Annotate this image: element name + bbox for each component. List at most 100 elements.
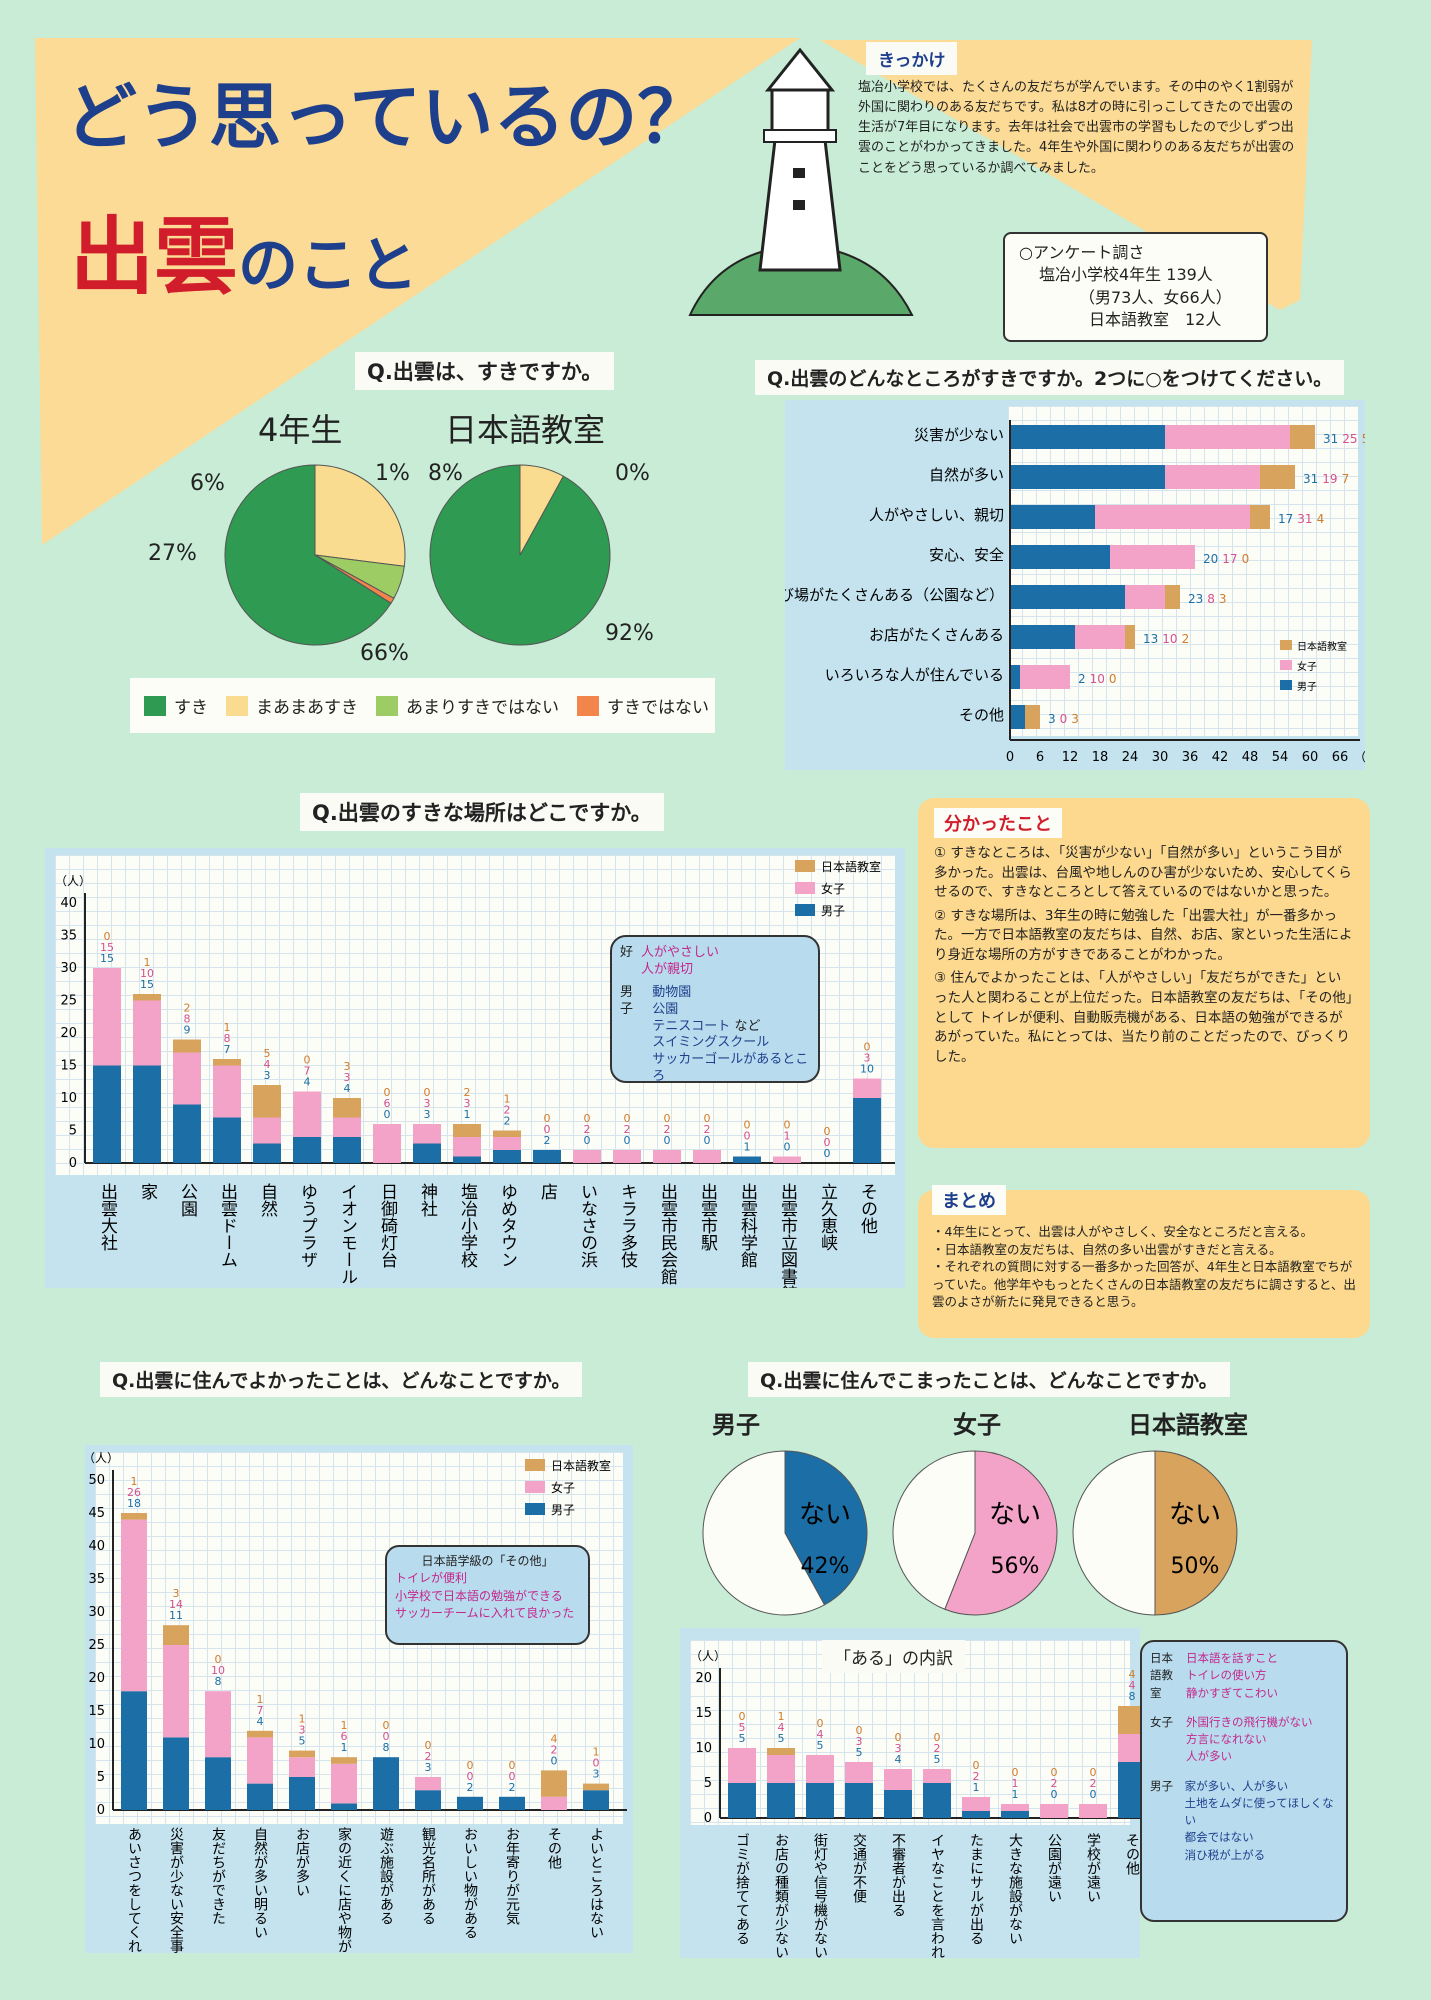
q2-tick: 54 <box>1272 750 1289 765</box>
bar-女子 <box>613 1150 641 1163</box>
q2-bar-日本語教室 <box>1260 465 1295 489</box>
bar-value-label: 4 <box>344 1082 351 1095</box>
category-label: いなさの浜 <box>577 1183 598 1268</box>
wakatta-p1: ① すきなところは、「災害が少ない」「自然が多い」というこう目が多かった。出雲は… <box>934 845 1352 901</box>
q3-bubble-l3: 動物園 <box>652 984 692 1000</box>
bar-value-label: 3 <box>424 1097 431 1110</box>
y-tick: 5 <box>69 1124 77 1139</box>
bar-value-label: 8 <box>383 1741 390 1754</box>
legend-label: まあまあすき <box>256 698 358 718</box>
q4-bubble-title: 日本語学級の「その他」 <box>421 1554 554 1568</box>
bar-男子 <box>457 1796 483 1810</box>
bar-女子 <box>1040 1804 1068 1818</box>
q2-bar-女子 <box>1110 545 1195 569</box>
bar-value-label: 0 <box>1051 1766 1058 1779</box>
q5-pie-pct: 56% <box>991 1554 1040 1579</box>
bar-女子 <box>693 1150 721 1163</box>
bar-日本語教室 <box>453 1124 481 1137</box>
bar-value-label: 0 <box>744 1130 751 1143</box>
y-tick: 10 <box>88 1737 105 1752</box>
pie2-title: 日本語教室 <box>445 411 606 449</box>
q2-bar-男子 <box>1010 545 1110 569</box>
legend-swatch <box>376 695 398 716</box>
q1-label: Q.出雲は、すきですか。 <box>355 352 615 390</box>
bar-男子 <box>533 1150 561 1163</box>
q2-bar-女子 <box>1165 465 1260 489</box>
bar-value-label: 0 <box>895 1731 902 1744</box>
bar-value-label: 10 <box>860 1063 874 1076</box>
bar-男子 <box>728 1783 756 1818</box>
bar-女子 <box>293 1091 321 1137</box>
bar-value-label: 4 <box>257 1715 264 1728</box>
bar-value-label: 3 <box>424 1108 431 1121</box>
nai-slice <box>784 1450 868 1606</box>
q5-group3-title: 日本語教室 <box>1128 1411 1248 1439</box>
bar-value-label: 2 <box>624 1123 631 1136</box>
pie1-title: 4年生 <box>258 411 343 449</box>
bar-value-label: 1 <box>299 1713 306 1726</box>
q2-tick: 60 <box>1302 750 1319 765</box>
bar-value-label: 1 <box>144 956 151 969</box>
q5-pie-1: ない 56% <box>892 1450 1058 1616</box>
bar-value-label: 0 <box>824 1125 831 1138</box>
bar-男子 <box>806 1783 834 1818</box>
pie-label-5: 8% <box>428 461 463 486</box>
legend-swatch <box>1280 640 1292 650</box>
kikkake-text: 塩冶小学校では、たくさんの友だちが学んでいます。その中のやく1割弱が外国に関わり… <box>858 80 1295 176</box>
bar-男子 <box>413 1143 441 1163</box>
bar-女子 <box>253 1117 281 1144</box>
legend-swatch <box>1280 660 1292 670</box>
bar-value-label: 0 <box>383 1730 390 1743</box>
legend-label: 男子 <box>821 904 845 918</box>
bar-value-label: 3 <box>264 1069 271 1082</box>
pie2-まあまあすき-slice <box>519 464 565 556</box>
bar-value-label: 2 <box>934 1742 941 1755</box>
q2-bar-日本語教室 <box>1250 505 1270 529</box>
matome-p2: ・日本語教室の友だちは、自然の多い出雲がすきだと言える。 <box>932 1241 1282 1257</box>
q2-value-labels: 13 10 2 <box>1143 632 1189 646</box>
bar-女子 <box>493 1137 521 1150</box>
bar-男子 <box>373 1757 399 1810</box>
bar-value-label: 3 <box>344 1060 351 1073</box>
bar-value-label: 4 <box>551 1732 558 1745</box>
q5-breakdown-title: 「ある」の内訳 <box>822 1640 965 1673</box>
bar-value-label: 0 <box>973 1759 980 1772</box>
bar-女子 <box>845 1762 873 1783</box>
pie1-すきではない-slice <box>314 554 395 604</box>
bar-value-label: 1 <box>464 1108 471 1121</box>
bar-value-label: 0 <box>551 1754 558 1767</box>
bar-value-label: 0 <box>425 1739 432 1752</box>
bar-男子 <box>205 1757 231 1810</box>
q5-notes-g2: 外国行きの飛行機がない 方言になれない 人が多い <box>1186 1714 1313 1766</box>
category-label: 友だちができた <box>210 1827 226 1925</box>
category-label: たまにサルが出る <box>968 1833 984 1945</box>
bar-男子 <box>845 1783 873 1818</box>
y-tick: 15 <box>88 1704 105 1719</box>
bar-value-label: 2 <box>467 1781 474 1794</box>
bar-value-label: 26 <box>127 1486 141 1499</box>
bar-男子 <box>493 1150 521 1163</box>
legend-swatch <box>795 860 815 872</box>
category-label: 出雲市民会館 <box>657 1183 678 1285</box>
bar-value-label: 11 <box>169 1609 183 1622</box>
wakatta-label: 分かったこと <box>934 808 1062 838</box>
bar-value-label: 0 <box>624 1134 631 1147</box>
bar-value-label: 1 <box>224 1021 231 1034</box>
bar-value-label: 0 <box>864 1041 871 1054</box>
category-label: お年寄りが元気 <box>504 1827 520 1926</box>
q2-value-labels: 31255 <box>1323 432 1365 446</box>
survey-box: ○アンケート調さ 塩冶小学校4年生 139人 （男73人、女66人） 日本語教室… <box>1003 232 1268 342</box>
y-tick: 15 <box>60 1059 77 1074</box>
q5-notes: 日本語教室 日本語を話すこと トイレの使い方 静かすぎてこわい 女子 外国行きの飛行機が… <box>1140 1640 1348 1922</box>
category-label: 出雲市駅 <box>697 1183 718 1251</box>
category-label: 自然が多い明るい <box>252 1827 268 1939</box>
pie-label-0: 66% <box>360 641 409 666</box>
q5-pie-pct: 50% <box>1171 1554 1220 1579</box>
bar-男子 <box>333 1137 361 1163</box>
bar-女子 <box>373 1124 401 1163</box>
bar-日本語教室 <box>583 1783 609 1791</box>
q3-bubble-b: 動物園 公園 テニスコート など スイミングスクール サッカーゴールがあるところ <box>652 985 810 1086</box>
bar-value-label: 5 <box>934 1753 941 1766</box>
q3-bubble-a: 人がやさしい 人が親切 <box>641 945 719 979</box>
